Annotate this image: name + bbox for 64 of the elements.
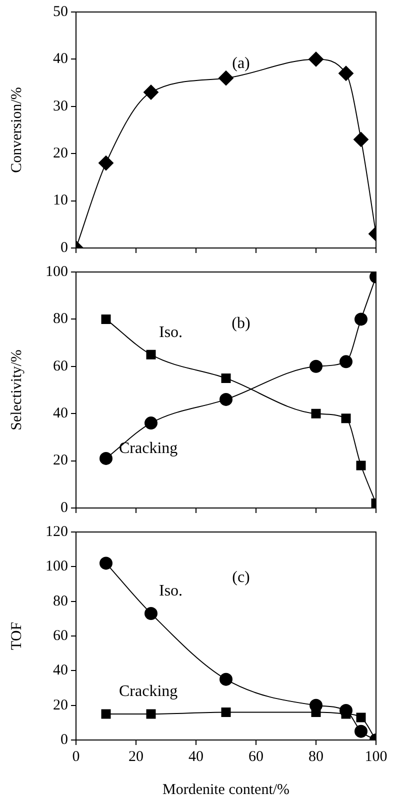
point (354, 724, 368, 738)
annotation: (a) (232, 55, 250, 72)
y-tick-label: 20 (53, 146, 68, 162)
point (146, 350, 156, 360)
y-tick-label: 60 (53, 358, 68, 374)
point (101, 709, 111, 719)
y-tick-label: 40 (53, 406, 68, 422)
series-label: Cracking (119, 683, 178, 700)
y-tick-label: 40 (53, 51, 68, 68)
point (356, 460, 366, 470)
y-tick-label: 60 (53, 628, 68, 644)
point (340, 355, 352, 368)
annotation: (b) (232, 315, 250, 332)
point (218, 70, 234, 86)
y-tick-label: 0 (60, 240, 68, 256)
point (144, 606, 158, 620)
series-label: Cracking (119, 440, 178, 458)
series-label: Iso. (159, 582, 183, 600)
y-tick-label: 80 (53, 311, 68, 328)
y-tick-label: 50 (53, 4, 68, 20)
point (221, 373, 231, 383)
point (341, 414, 351, 424)
point (338, 66, 354, 81)
point (340, 704, 352, 718)
y-tick-label: 20 (53, 697, 68, 714)
point (98, 156, 114, 171)
y-tick-label: 80 (53, 593, 68, 610)
point (221, 708, 231, 718)
x-axis-title: Mordenite content/% (162, 782, 290, 798)
y-axis-title: TOF (8, 622, 25, 650)
point (354, 132, 368, 147)
y-tick-label: 100 (46, 264, 68, 280)
point (101, 314, 111, 324)
point (354, 312, 368, 326)
point (220, 392, 232, 406)
point (100, 452, 112, 465)
x-tick-label: 20 (128, 748, 144, 765)
point (356, 712, 366, 722)
point (100, 556, 112, 570)
x-tick-label: 40 (188, 748, 204, 765)
x-tick-label: 60 (248, 748, 264, 765)
x-tick-label: 0 (72, 748, 80, 765)
y-axis-title: Selectivity/% (8, 350, 25, 430)
y-axis-title: Conversion/% (8, 87, 25, 173)
point (220, 672, 232, 686)
y-tick-label: 10 (53, 192, 68, 209)
y-tick-label: 100 (46, 558, 68, 575)
x-tick-label: 100 (364, 748, 388, 765)
y-tick-label: 40 (53, 662, 68, 679)
y-tick-label: 20 (53, 452, 68, 469)
series-label: Iso. (159, 324, 183, 341)
x-tick-label: 80 (308, 748, 324, 765)
point (144, 84, 158, 100)
y-tick-label: 30 (53, 98, 68, 114)
point (311, 408, 321, 418)
point (144, 416, 158, 430)
point (146, 709, 156, 719)
point (310, 360, 322, 373)
annotation: (c) (232, 568, 250, 586)
point (308, 52, 324, 67)
y-tick-label: 120 (46, 524, 68, 540)
y-tick-label: 0 (60, 500, 68, 516)
point (310, 698, 322, 712)
y-tick-label: 0 (60, 732, 68, 748)
